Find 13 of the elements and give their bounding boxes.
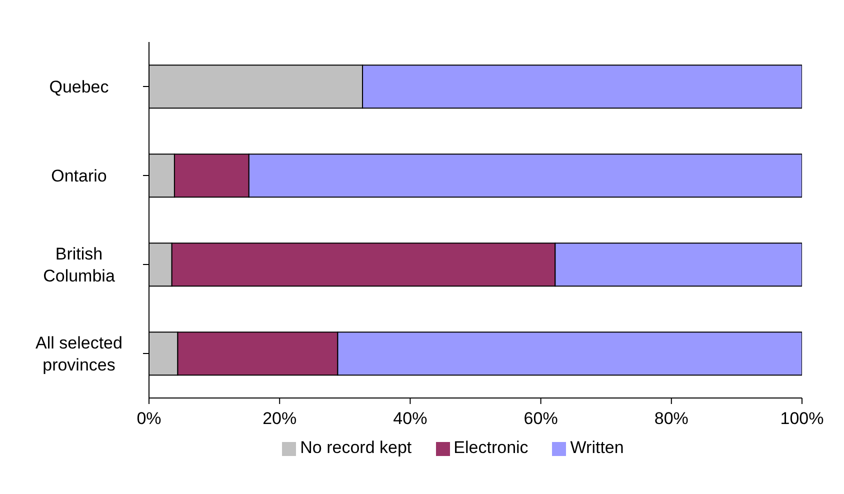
x-tick-label: 100% [780,409,824,428]
x-tick-label: 60% [524,409,558,428]
legend-label: Electronic [454,438,528,457]
y-tick-label: British Columbia [43,244,116,286]
y-tick-label: All selected provinces [36,333,122,374]
legend-label: Written [570,438,624,457]
legend-label: No record kept [300,438,412,457]
y-tick-label: Ontario [51,166,107,186]
y-tick-label: Quebec [49,77,110,96]
x-tick-label: 80% [654,409,688,428]
x-tick-label: 0% [136,409,162,428]
x-tick-label: 20% [262,409,297,428]
x-tick-label: 40% [393,409,428,428]
